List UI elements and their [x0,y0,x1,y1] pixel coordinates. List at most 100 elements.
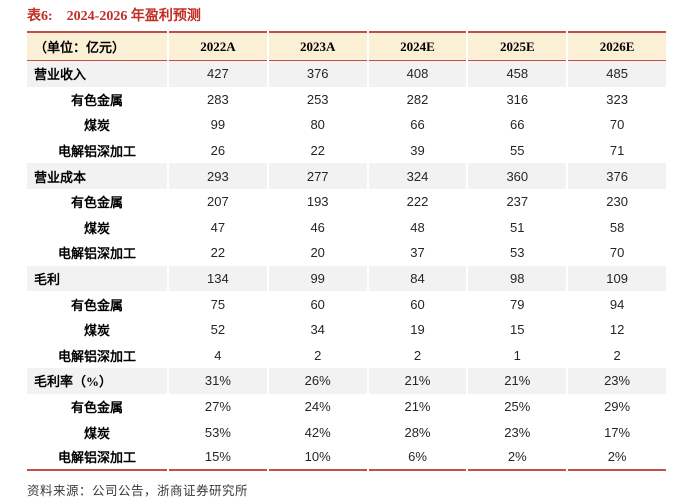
cell-value: 376 [568,163,666,189]
cell-value: 84 [368,265,467,292]
cell-value: 21% [404,399,431,415]
column-header: 2023A [268,31,367,61]
cell-value: 22 [210,245,226,261]
cell-value: 99 [210,117,226,133]
cell-value: 31% [169,368,267,394]
cell-value: 323 [606,91,628,107]
column-header: 2026E [568,31,666,61]
cell-value: 70 [609,117,625,133]
table-row: 有色金属 75 60 60 79 94 [27,291,666,317]
cell-value: 48 [410,219,425,235]
cell-value: 427 [169,61,267,87]
report-page: 表6: 2024-2026 年盈利预测 （单位：亿元） 2022A 2023A 202… [0,8,695,499]
cell-value: 79 [510,296,525,312]
cell-value: 283 [207,91,229,107]
table-row: 电解铝深加工 26 22 39 55 71 [27,138,666,164]
table-row: 煤炭 99 80 66 66 70 [27,112,666,138]
cell-value: 360 [468,163,567,189]
row-label: 电解铝深加工 [57,348,136,364]
row-label: 煤炭 [83,118,110,134]
cell-value: 28% [404,424,431,440]
table-title-text: 2024-2026 年盈利预测 [66,9,201,24]
cell-value: 53% [204,424,231,440]
table-row: 有色金属 207 193 222 237 230 [27,189,666,215]
table-row: 煤炭 53% 42% 28% 23% 17% [27,419,666,445]
cell-value: 109 [568,265,666,292]
table-title: 表6: 2024-2026 年盈利预测 [27,8,695,26]
table-row: 电解铝深加工 22 20 37 53 70 [27,240,666,266]
cell-value: 23% [568,368,666,394]
column-header: 2022A [169,31,267,61]
cell-value: 21% [468,368,567,394]
cell-value: 17% [604,424,631,440]
row-label: 有色金属 [70,400,123,416]
cell-value: 47 [210,219,226,235]
cell-value: 66 [510,117,525,133]
cell-value: 237 [506,194,529,210]
row-label: 煤炭 [83,220,110,236]
cell-value: 51 [510,219,525,235]
profit-forecast-table: （单位：亿元） 2022A 2023A 2024E 2025E 2026E 营业收入 42… [25,31,668,471]
column-header: 2025E [468,31,567,61]
row-label: 营业收入 [27,61,167,87]
cell-value: 53 [510,245,525,261]
cell-value: 52 [210,322,226,338]
cell-value: 293 [169,163,267,189]
cell-value: 24% [304,399,331,415]
table-row: 营业成本 293 277 324 360 376 [27,163,666,189]
table-row: 电解铝深加工 15% 10% 6% 2% 2% [27,445,666,471]
cell-value: 376 [268,61,367,87]
table-row: 毛利率（%） 31% 26% 21% 21% 23% [27,368,666,394]
row-label: 有色金属 [70,297,123,313]
cell-value: 71 [609,143,625,159]
row-label: 毛利 [27,265,167,292]
cell-value: 15% [169,445,267,471]
cell-value: 207 [207,194,229,210]
cell-value: 22 [310,143,325,159]
cell-value: 80 [310,117,325,133]
cell-value: 66 [410,117,425,133]
cell-value: 26% [268,368,367,394]
cell-value: 75 [210,296,226,312]
cell-value: 58 [609,219,625,235]
cell-value: 253 [306,91,329,107]
cell-value: 39 [410,143,425,159]
cell-value: 222 [406,194,429,210]
cell-value: 29% [604,399,631,415]
unit-label-cell: （单位：亿元） [27,31,167,61]
cell-value: 27% [204,399,231,415]
column-header: 2024E [368,31,467,61]
cell-value: 316 [506,91,529,107]
cell-value: 42% [304,424,331,440]
row-label: 电解铝深加工 [57,246,136,262]
table-row: 有色金属 27% 24% 21% 25% 29% [27,394,666,420]
cell-value: 277 [268,163,367,189]
row-label: 煤炭 [83,425,110,441]
table-row: 煤炭 52 34 19 15 12 [27,317,666,343]
row-label: 有色金属 [70,92,123,108]
cell-value: 15 [510,322,525,338]
row-label: 电解铝深加工 [57,144,136,160]
table-row: 毛利 134 99 84 98 109 [27,265,666,292]
table-row: 营业收入 427 376 408 458 485 [27,61,666,87]
cell-value: 2 [613,347,621,363]
cell-value: 94 [609,296,625,312]
cell-value: 2 [314,347,322,363]
cell-value: 2% [468,445,567,471]
table-header-row: （单位：亿元） 2022A 2023A 2024E 2025E 2026E [27,31,666,61]
cell-value: 324 [368,163,467,189]
cell-value: 10% [268,445,367,471]
cell-value: 21% [368,368,467,394]
table-title-prefix: 表6: [27,9,53,24]
row-label: 毛利率（%） [27,368,167,394]
table-row: 有色金属 283 253 282 316 323 [27,87,666,113]
cell-value: 19 [410,322,425,338]
cell-value: 37 [410,245,425,261]
cell-value: 193 [306,194,329,210]
cell-value: 55 [510,143,525,159]
row-label: 煤炭 [83,323,110,339]
row-label: 电解铝深加工 [27,445,167,471]
cell-value: 26 [210,143,226,159]
cell-value: 34 [310,322,325,338]
row-label: 营业成本 [27,163,167,189]
